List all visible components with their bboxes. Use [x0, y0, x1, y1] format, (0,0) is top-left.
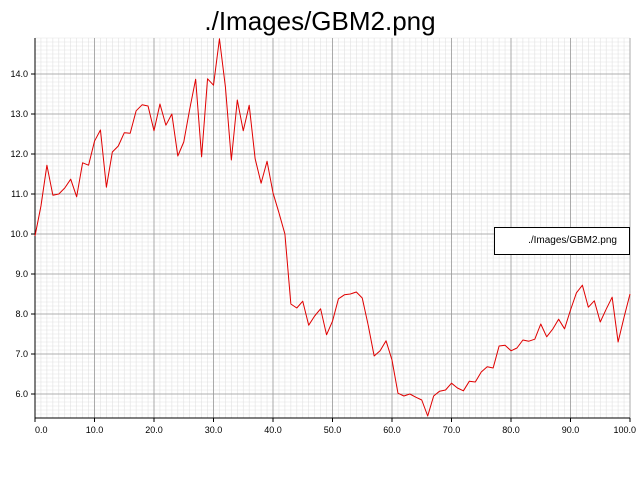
- y-tick-label: 8.0: [15, 309, 28, 319]
- x-tick-label: 10.0: [86, 425, 104, 435]
- tick-labels: 0.0 10.0 20.0 30.0 40.0 50.0 60.0 70.0 80.0 90.0 1…: [10, 69, 636, 435]
- x-tick-label: 50.0: [324, 425, 342, 435]
- major-grid: [34, 38, 631, 418]
- legend-entry-label: ./Images/GBM2.png: [528, 235, 617, 246]
- series-line: [34, 38, 631, 417]
- y-tick-label: 6.0: [15, 389, 28, 399]
- y-tick-label: 12.0: [10, 149, 28, 159]
- y-tick-label: 10.0: [10, 229, 28, 239]
- y-tick-label: 9.0: [15, 269, 28, 279]
- x-tick-label: 90.0: [562, 425, 580, 435]
- x-tick-label: 70.0: [443, 425, 461, 435]
- x-tick-label: 20.0: [145, 425, 163, 435]
- x-tick-label: 30.0: [205, 425, 223, 435]
- legend: ./Images/GBM2.png: [494, 227, 630, 255]
- x-tick-label: 80.0: [502, 425, 520, 435]
- x-tick-label: 0.0: [35, 425, 48, 435]
- y-tick-label: 7.0: [15, 349, 28, 359]
- x-tick-label: 40.0: [264, 425, 282, 435]
- y-tick-label: 14.0: [10, 69, 28, 79]
- x-tick-label: 60.0: [383, 425, 401, 435]
- x-tick-label: 100.0: [613, 425, 636, 435]
- series-layer: [34, 38, 631, 417]
- y-tick-label: 11.0: [11, 189, 28, 199]
- y-tick-label: 13.0: [10, 109, 28, 119]
- chart-title: ./Images/GBM2.png: [204, 6, 436, 36]
- axes: [31, 38, 631, 422]
